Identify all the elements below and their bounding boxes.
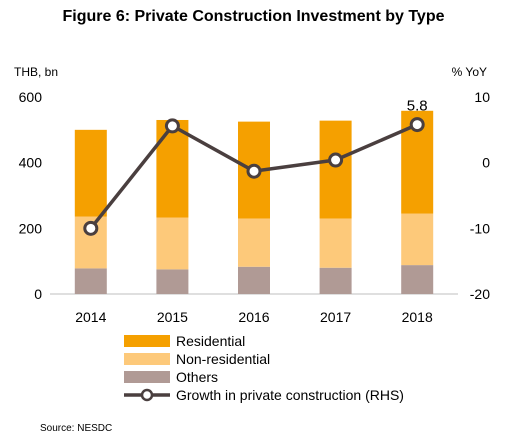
bar-residential-2015 (156, 119, 189, 218)
right-tick-label: 0 (482, 155, 490, 171)
legend-label: Others (176, 369, 218, 385)
x-tick-label: 2015 (157, 309, 188, 325)
growth-point-2018 (409, 117, 425, 133)
legend-swatch-growth-marker (140, 388, 154, 402)
right-tick-label: -20 (470, 286, 490, 302)
chart-title: Figure 6: Private Construction Investmen… (62, 8, 445, 25)
growth-point-2016 (246, 163, 262, 179)
legend-label: Growth in private construction (RHS) (176, 387, 404, 403)
left-tick-label: 400 (19, 155, 43, 171)
bar-others-2016 (238, 266, 270, 294)
left-axis-title: THB, bn (14, 65, 58, 79)
bar-others-2015 (156, 269, 189, 294)
growth-point-2015 (164, 118, 180, 134)
bar-non-residential-2017 (319, 218, 352, 268)
bar-others-2014 (74, 268, 107, 294)
growth-data-label: 5.8 (407, 98, 428, 115)
left-tick-label: 0 (34, 286, 42, 302)
bar-non-residential-2015 (156, 217, 189, 270)
left-tick-label: 200 (19, 220, 43, 236)
bar-others-2018 (401, 265, 434, 294)
legend-swatch-others (124, 371, 170, 383)
right-tick-label: 10 (474, 89, 490, 105)
right-axis-title: % YoY (452, 65, 487, 79)
legend-label: Non-residential (176, 351, 270, 367)
growth-point-2014 (83, 220, 99, 236)
bar-residential-2014 (74, 129, 107, 217)
right-tick-label: -10 (470, 220, 490, 236)
x-tick-label: 2017 (320, 309, 351, 325)
legend-label: Residential (176, 333, 245, 349)
left-tick-label: 600 (19, 89, 43, 105)
bar-non-residential-2018 (401, 213, 434, 266)
x-tick-label: 2018 (402, 309, 433, 325)
bar-residential-2017 (319, 120, 352, 219)
bar-others-2017 (319, 267, 352, 294)
legend-swatch-non-residential (124, 353, 170, 365)
x-tick-label: 2014 (75, 309, 106, 325)
legend-swatch-residential (124, 335, 170, 347)
growth-point-2017 (328, 152, 344, 168)
source-note: Source: NESDC (40, 423, 113, 434)
x-tick-label: 2016 (238, 309, 269, 325)
bar-non-residential-2016 (238, 218, 270, 267)
